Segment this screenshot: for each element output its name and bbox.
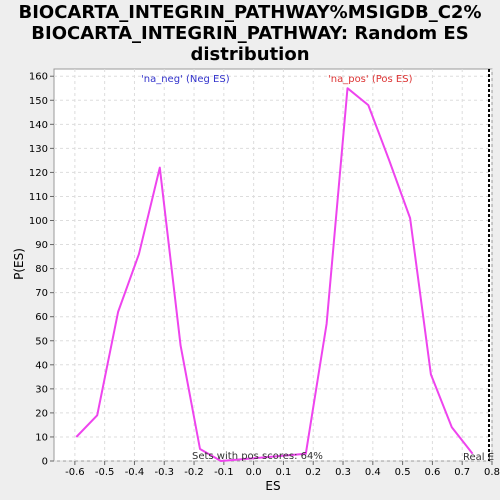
y-tick-label: 90 (35, 240, 48, 251)
series-line (75, 87, 474, 462)
title-line-2: BIOCARTA_INTEGRIN_PATHWAY: Random ES (31, 23, 469, 44)
pos-es-label: 'na_pos' (Pos ES) (328, 74, 413, 85)
y-tick-label: 160 (29, 72, 48, 83)
y-tick-label: 50 (35, 336, 48, 347)
y-tick-label: 110 (29, 192, 48, 203)
x-tick-label: 0.8 (484, 467, 500, 478)
y-tick-label: 70 (35, 288, 48, 299)
x-tick-label: -0.1 (214, 467, 234, 478)
y-tick-label: 20 (35, 408, 48, 419)
x-tick-label: 0.7 (454, 467, 470, 478)
real-es-label: Real E (463, 452, 494, 463)
y-axis-label: P(ES) (12, 248, 26, 280)
y-tick-label: 30 (35, 384, 48, 395)
neg-es-label: 'na_neg' (Neg ES) (141, 74, 230, 85)
y-tick-label: 60 (35, 312, 48, 323)
title-line-3: distribution (190, 44, 310, 65)
x-tick-label: -0.6 (65, 467, 85, 478)
x-tick-label: -0.3 (154, 467, 174, 478)
x-tick-label: -0.4 (125, 467, 145, 478)
x-tick-label: -0.2 (184, 467, 204, 478)
x-tick-label: 0.4 (365, 467, 381, 478)
x-tick-label: 0.3 (335, 467, 351, 478)
y-tick-label: 140 (29, 120, 48, 131)
x-tick-label: 0.6 (424, 467, 440, 478)
x-tick-label: 0.1 (275, 467, 291, 478)
x-tick-label: 0.5 (395, 467, 411, 478)
y-tick-label: 0 (42, 457, 48, 468)
y-tick-label: 120 (29, 168, 48, 179)
plot-area (53, 68, 493, 462)
pos-scores-label: Sets with pos scores: 64% (192, 451, 323, 462)
axes: 0 10 20 30 40 50 60 70 80 90 100 110 120 130 140 150 160… (29, 72, 500, 478)
y-tick-label: 80 (35, 264, 48, 275)
annotations: 'na_neg' (Neg ES) 'na_pos' (Pos ES) Sets… (141, 74, 494, 463)
grid-lines (54, 69, 493, 462)
y-tick-label: 10 (35, 432, 48, 443)
title-line-1: BIOCARTA_INTEGRIN_PATHWAY%MSIGDB_C2% (18, 2, 482, 23)
x-tick-label: 0.2 (305, 467, 321, 478)
x-tick-label: 0.0 (246, 467, 262, 478)
chart-title: BIOCARTA_INTEGRIN_PATHWAY%MSIGDB_C2% BIO… (0, 2, 500, 65)
y-tick-label: 150 (29, 96, 48, 107)
y-tick-label: 40 (35, 360, 48, 371)
x-tick-label: -0.5 (95, 467, 115, 478)
series-layer (75, 69, 491, 462)
y-tick-label: 100 (29, 216, 48, 227)
x-axis-label: ES (265, 479, 280, 493)
y-tick-label: 130 (29, 144, 48, 155)
